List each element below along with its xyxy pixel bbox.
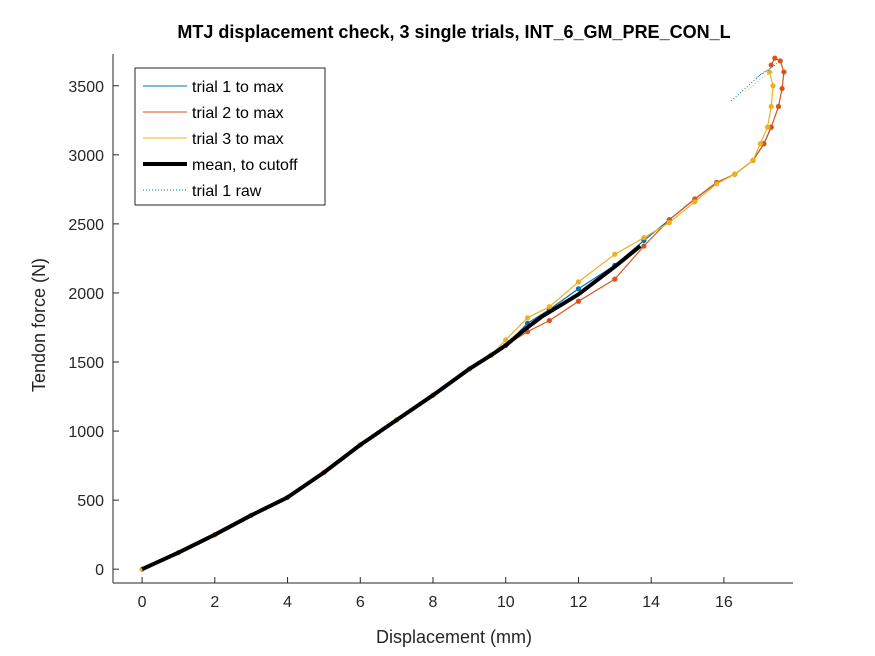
series-line-trial-1-raw — [730, 66, 774, 102]
data-point — [575, 286, 582, 292]
x-tick-label: 6 — [356, 594, 365, 611]
x-tick-label: 2 — [210, 594, 219, 611]
legend-label: trial 1 raw — [192, 183, 262, 200]
x-tick-label: 12 — [570, 594, 588, 611]
data-point — [546, 304, 552, 310]
legend-label: trial 2 to max — [192, 105, 284, 122]
y-tick-label: 0 — [95, 562, 104, 579]
legend: trial 1 to max trial 2 to max trial 3 to m… — [134, 67, 326, 206]
y-axis-label: Tendon force (N) — [29, 258, 49, 392]
data-point — [692, 199, 698, 205]
plot-area: 0 2 4 6 8 10 12 14 16 0 500 1000 1500 2000 2500 3000 350… — [68, 54, 793, 611]
data-point — [503, 337, 509, 343]
data-point — [546, 317, 552, 324]
data-point — [524, 315, 531, 321]
legend-label: trial 3 to max — [192, 131, 284, 148]
data-point — [777, 58, 783, 64]
x-tick-label: 16 — [715, 594, 733, 611]
data-point — [575, 279, 582, 285]
y-tick-label: 2500 — [68, 217, 104, 234]
series-line-mean-to-cutoff — [141, 244, 642, 572]
legend-box — [134, 67, 326, 206]
y-tick-label: 3500 — [68, 79, 104, 96]
raw-trail-line — [745, 71, 774, 92]
data-point — [766, 69, 772, 75]
data-point — [575, 298, 582, 304]
data-point — [757, 141, 763, 147]
data-point — [612, 276, 618, 282]
data-point — [768, 103, 774, 110]
legend-label: mean, to cutoff — [192, 157, 298, 174]
data-point — [612, 251, 618, 257]
x-axis-label: Displacement (mm) — [376, 627, 532, 647]
x-tick-label: 0 — [138, 594, 147, 611]
data-point — [781, 69, 787, 75]
x-tick-label: 4 — [283, 594, 292, 611]
data-point — [641, 243, 647, 249]
raw-trail-line — [756, 59, 785, 78]
data-point — [768, 124, 774, 130]
data-point — [761, 141, 767, 147]
x-tick-label: 14 — [642, 594, 660, 611]
data-point — [770, 83, 776, 89]
data-point — [772, 55, 778, 61]
y-tick-label: 500 — [77, 493, 104, 510]
x-tick-label: 8 — [429, 594, 438, 611]
chart-title: MTJ displacement check, 3 single trials,… — [177, 22, 730, 42]
data-point — [732, 171, 738, 177]
data-point — [764, 124, 771, 130]
y-tick-label: 2000 — [68, 286, 104, 303]
data-point — [779, 85, 785, 92]
y-tick-label: 3000 — [68, 148, 104, 165]
y-tick-label: 1500 — [68, 355, 104, 372]
data-point — [750, 157, 756, 163]
data-point — [666, 219, 672, 226]
data-point — [641, 235, 647, 241]
data-point — [714, 181, 720, 187]
x-tick-label: 10 — [497, 594, 515, 611]
data-point — [775, 103, 782, 110]
legend-label: trial 1 to max — [192, 79, 284, 96]
y-tick-label: 1000 — [68, 424, 104, 441]
